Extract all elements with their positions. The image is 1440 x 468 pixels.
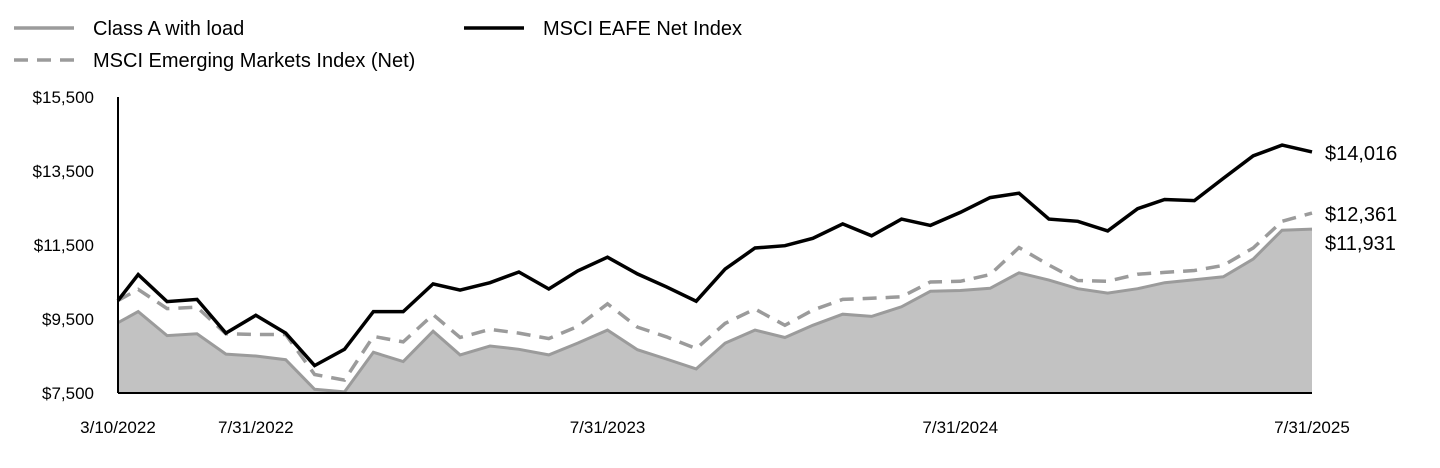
series-class-a-area	[118, 229, 1312, 393]
x-tick-label: 7/31/2025	[1274, 418, 1350, 437]
end-label-class_a: $11,931	[1325, 233, 1396, 255]
end-label-em: $12,361	[1325, 204, 1397, 226]
y-tick-label: $15,500	[33, 88, 94, 107]
series-class-a-line	[117, 227, 1313, 394]
y-tick-label: $13,500	[33, 162, 94, 181]
legend-label: Class A with load	[93, 18, 244, 40]
legend-item-class_a: Class A with load	[14, 18, 244, 40]
axis-layer: $7,500 $9,500 $11,500 $13,500 $15,500 3/10/20…	[33, 88, 1350, 437]
legend-item-eafe: MSCI EAFE Net Index	[464, 18, 742, 40]
series-layer	[116, 143, 1313, 394]
x-tick-label: 7/31/2022	[218, 418, 294, 437]
x-tick-label: 7/31/2024	[922, 418, 998, 437]
legend-item-em: MSCI Emerging Markets Index (Net)	[14, 50, 415, 72]
end-labels: $14,016 $12,361 $11,931	[1325, 143, 1397, 255]
x-tick-label: 3/10/2022	[80, 418, 156, 437]
y-tick-label: $7,500	[42, 384, 94, 403]
plot-area: $7,500 $9,500 $11,500 $13,500 $15,500 3/10/20…	[33, 88, 1350, 437]
end-label-eafe: $14,016	[1325, 143, 1397, 165]
legend: Class A with load MSCI EAFE Net Index MSCI…	[14, 18, 742, 72]
legend-label: MSCI EAFE Net Index	[543, 18, 742, 40]
y-tick-label: $9,500	[42, 310, 94, 329]
y-tick-label: $11,500	[34, 236, 94, 255]
legend-label: MSCI Emerging Markets Index (Net)	[93, 50, 415, 72]
x-tick-label: 7/31/2023	[570, 418, 646, 437]
series-eafe-line	[116, 143, 1313, 368]
